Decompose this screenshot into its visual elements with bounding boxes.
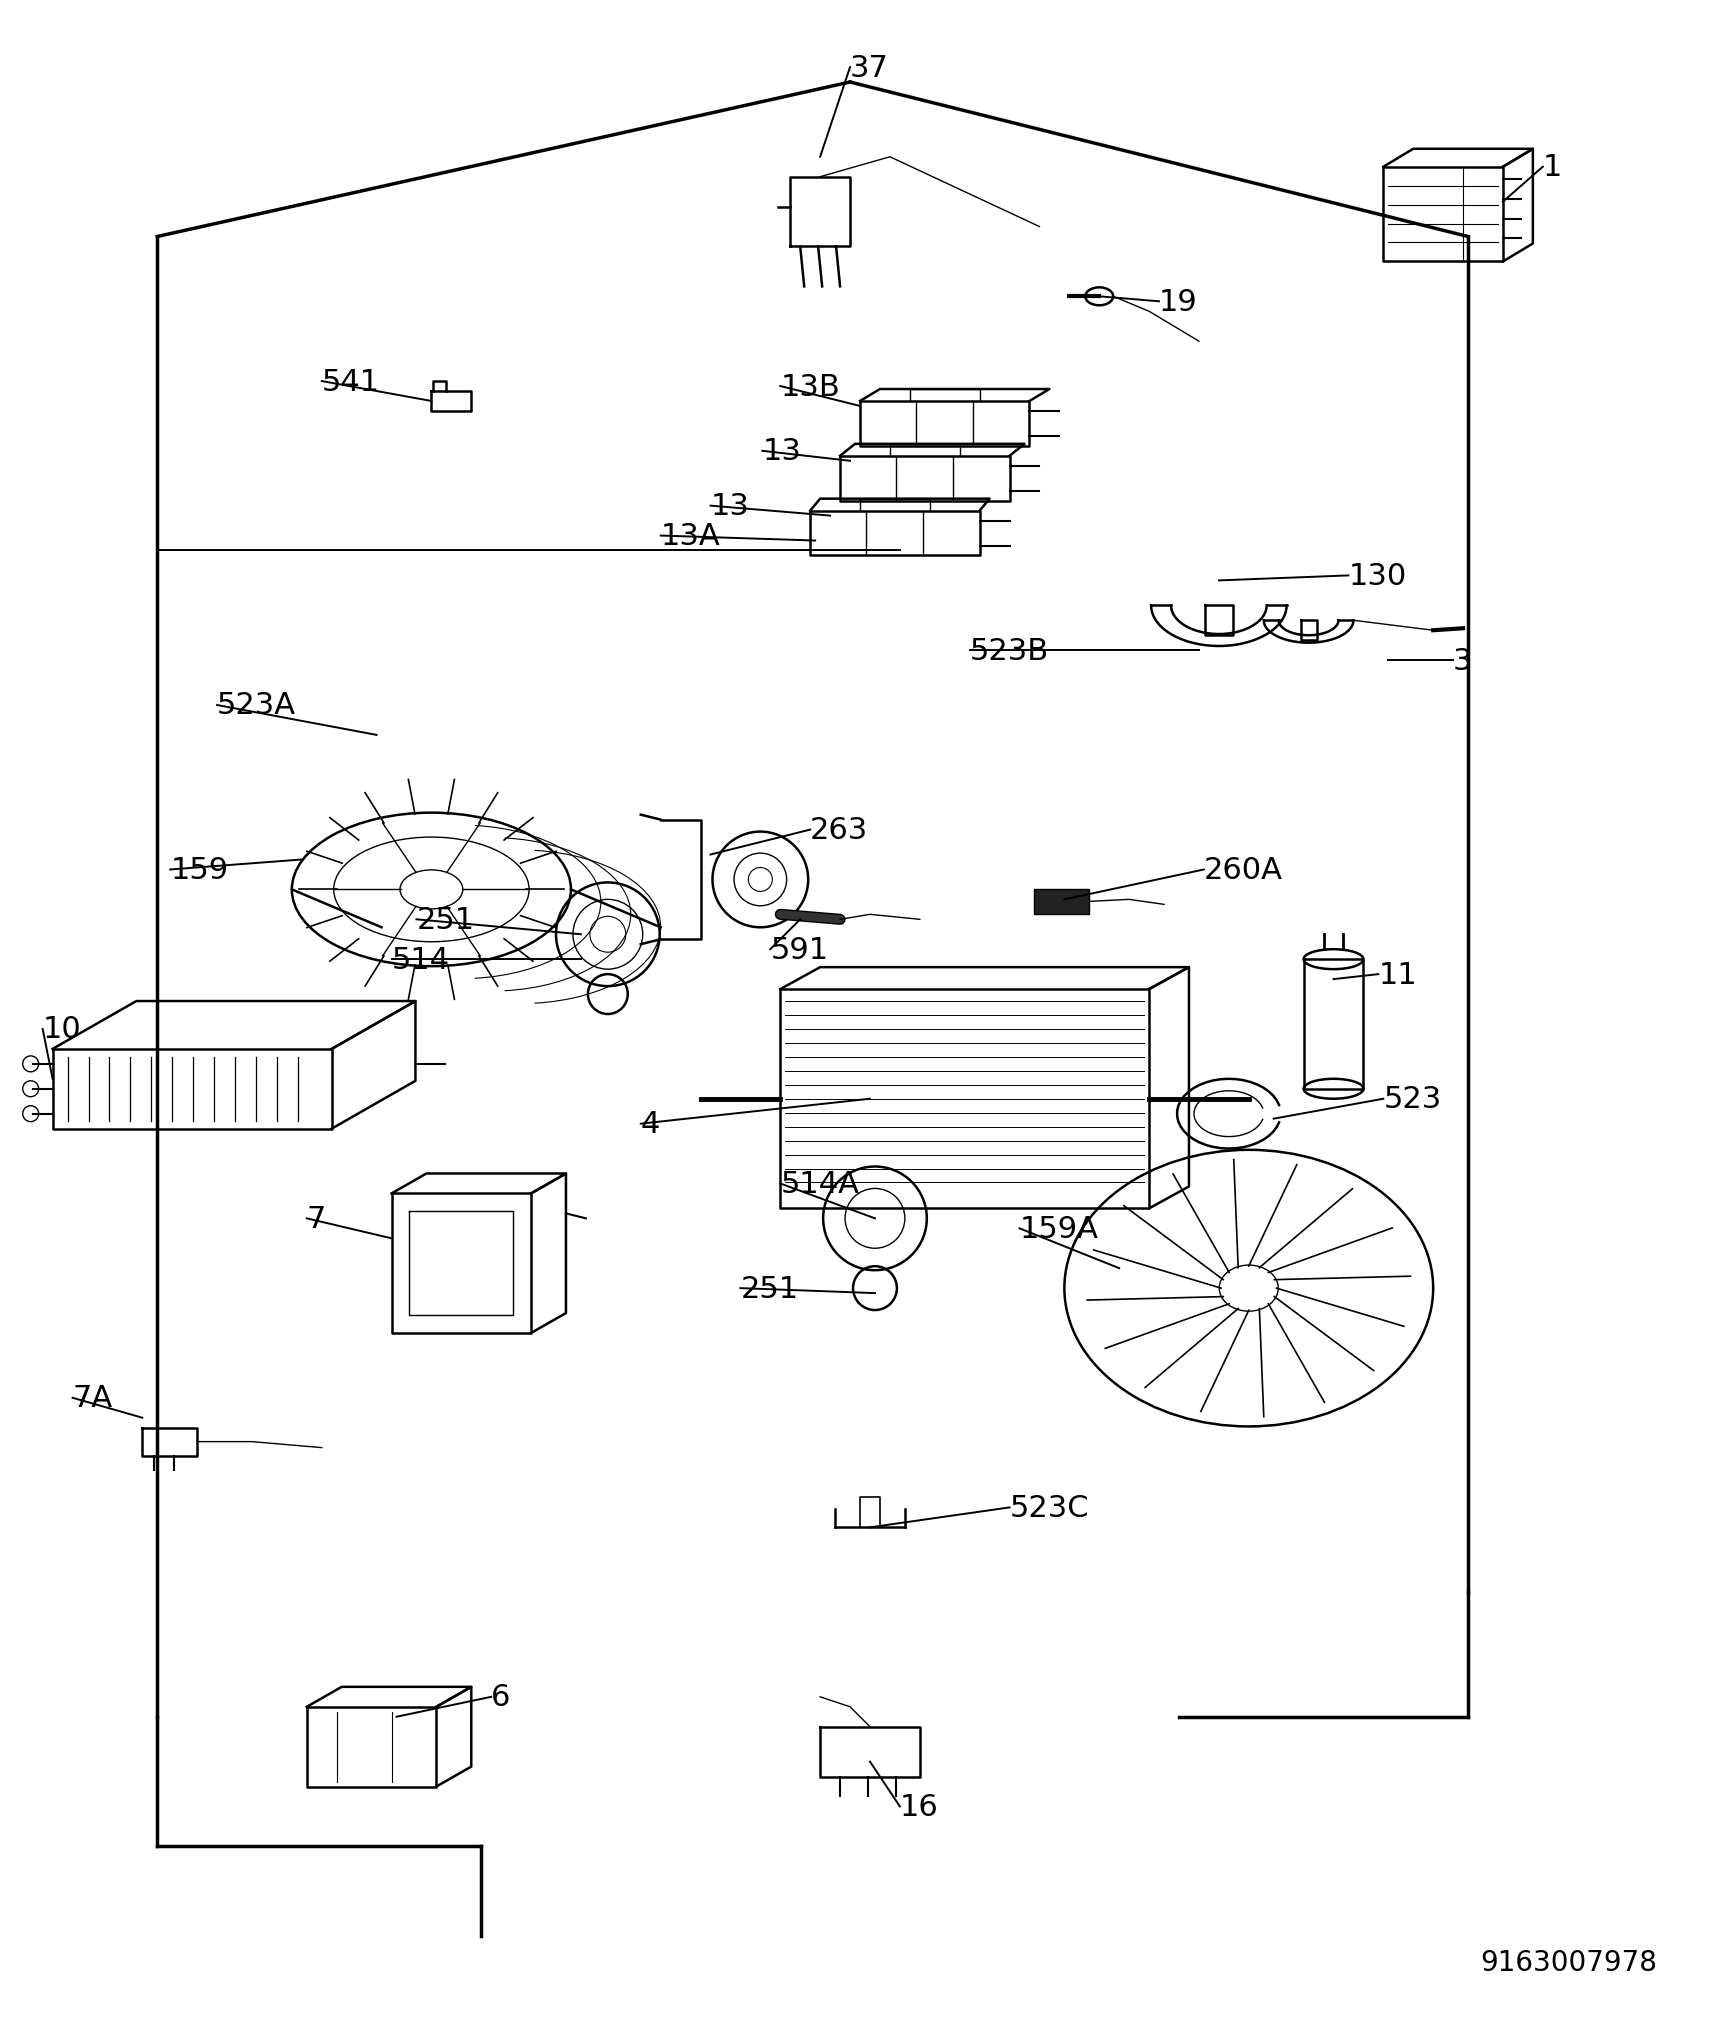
Text: 591: 591 [769,935,828,965]
Text: 7: 7 [307,1205,326,1233]
Text: 6: 6 [490,1682,511,1711]
Text: 37: 37 [850,53,889,83]
Text: 523B: 523B [970,636,1048,664]
Text: 523: 523 [1382,1085,1441,1114]
Text: 13B: 13B [779,372,840,402]
Text: 11: 11 [1377,961,1417,990]
Text: 159: 159 [170,855,229,884]
Text: 9163007978: 9163007978 [1479,1949,1656,1975]
Text: 3: 3 [1451,646,1472,675]
FancyBboxPatch shape [1034,890,1089,914]
Text: 514A: 514A [779,1168,859,1199]
Text: 514: 514 [391,945,449,973]
Text: 260A: 260A [1204,855,1282,884]
Text: 7A: 7A [73,1384,113,1412]
Text: 251: 251 [416,906,475,935]
Text: 523A: 523A [216,691,296,719]
Text: 1: 1 [1541,152,1561,183]
Text: 159A: 159A [1018,1215,1098,1244]
Text: 10: 10 [43,1014,81,1044]
Text: 13: 13 [710,492,748,520]
Text: 19: 19 [1159,289,1197,317]
Text: 4: 4 [641,1109,660,1138]
Text: 13A: 13A [660,522,721,551]
Text: 251: 251 [740,1274,798,1303]
Ellipse shape [1302,949,1363,969]
Text: 263: 263 [811,815,868,845]
Text: 523C: 523C [1010,1494,1088,1522]
Text: 16: 16 [899,1792,939,1821]
Text: 13: 13 [762,437,800,465]
Text: 541: 541 [322,368,379,396]
Text: 130: 130 [1347,561,1406,591]
